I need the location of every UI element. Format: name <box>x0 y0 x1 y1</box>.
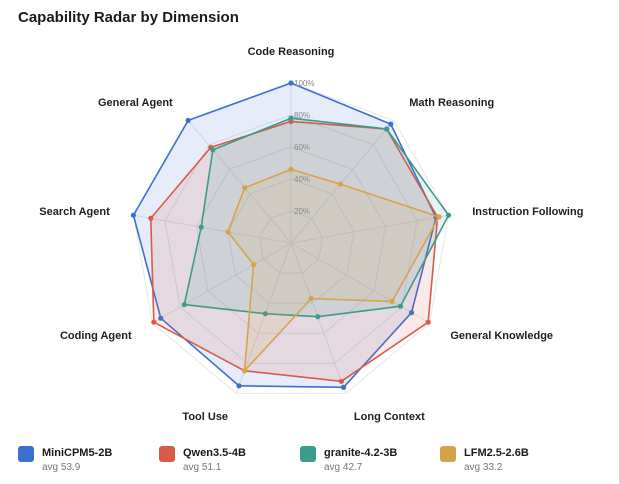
data-point <box>425 319 431 325</box>
grid-ring <box>164 114 418 364</box>
axis-label-search-agent: Search Agent <box>39 206 110 218</box>
data-point <box>210 147 216 153</box>
data-point <box>236 383 242 389</box>
axis-label-coding-agent: Coding Agent <box>60 330 132 342</box>
series-area <box>149 120 439 383</box>
legend-series-name: granite-4.2-3B <box>324 447 398 459</box>
data-point <box>338 378 344 384</box>
series-granite-4-2-3b <box>181 115 452 320</box>
radar-tick-labels: 20% 40% 60% 80% 100% <box>294 79 314 216</box>
grid-spoke <box>133 214 292 244</box>
data-point <box>315 314 321 320</box>
legend-series-name: LFM2.5-2.6B <box>464 447 529 459</box>
data-point <box>436 214 442 220</box>
legend: MiniCPM5-2B avg 53.9 Qwen3.5-4B avg 51.1… <box>18 445 608 477</box>
radar-series <box>130 80 452 390</box>
data-point <box>181 302 187 308</box>
legend-swatch <box>159 446 175 462</box>
grid-ring <box>227 178 355 304</box>
data-point <box>288 115 294 121</box>
tick-label: 80% <box>294 111 310 120</box>
grid-spoke <box>152 242 292 324</box>
legend-series-avg: avg 53.9 <box>42 462 81 473</box>
axis-label-long-context: Long Context <box>354 411 425 423</box>
data-point <box>389 298 395 304</box>
grid-spoke <box>187 120 292 244</box>
data-point <box>384 126 390 132</box>
legend-series-avg: avg 33.2 <box>464 462 503 473</box>
data-point <box>225 229 231 235</box>
data-point <box>288 80 294 86</box>
data-point <box>185 117 191 124</box>
tick-label: 100% <box>294 79 314 88</box>
axis-label-general-knowledge: General Knowledge <box>450 330 553 342</box>
series-area <box>227 168 440 372</box>
data-point <box>198 224 204 230</box>
legend-swatch <box>440 446 456 462</box>
legend-swatch <box>18 446 34 462</box>
grid-spoke <box>290 214 449 244</box>
chart-title: Capability Radar by Dimension <box>18 9 239 26</box>
data-point <box>250 262 257 268</box>
axis-label-math-reasoning: Math Reasoning <box>409 97 494 109</box>
series-area <box>183 117 450 318</box>
legend-series-name: Qwen3.5-4B <box>183 447 246 459</box>
data-point <box>408 310 415 316</box>
grid-spoke <box>290 120 395 244</box>
series-lfm2-5-2-6b <box>225 166 442 374</box>
legend-series-avg: avg 51.1 <box>183 462 222 473</box>
data-point <box>445 212 452 218</box>
data-point <box>148 215 154 221</box>
data-point <box>308 296 314 302</box>
data-point <box>337 181 343 187</box>
axis-label-general-agent: General Agent <box>98 97 173 109</box>
legend-swatch <box>300 446 316 462</box>
axis-label-code-reasoning: Code Reasoning <box>248 46 335 58</box>
data-point <box>130 212 137 218</box>
data-point <box>241 368 248 374</box>
data-point <box>151 319 157 325</box>
data-point <box>158 315 164 321</box>
legend-series-avg: avg 42.7 <box>324 462 363 473</box>
axis-label-tool-use: Tool Use <box>182 411 228 423</box>
grid-spoke <box>290 242 430 324</box>
data-point <box>262 311 268 317</box>
data-point <box>397 303 404 309</box>
radar-chart: 20% 40% 60% 80% 100% Code Reasoning Math Reas… <box>39 46 583 423</box>
grid-ring <box>258 210 324 274</box>
data-point <box>388 121 394 127</box>
tick-label: 40% <box>294 175 310 184</box>
tick-label: 20% <box>294 207 310 216</box>
axis-label-instruction-following: Instruction Following <box>472 206 583 218</box>
legend-series-name: MiniCPM5-2B <box>42 447 113 459</box>
data-point <box>288 166 294 172</box>
tick-label: 60% <box>294 143 310 152</box>
data-point <box>242 185 248 191</box>
radar-axis-labels: Code Reasoning Math Reasoning Instruction … <box>39 46 583 423</box>
data-point <box>340 384 347 390</box>
grid-ring <box>195 146 387 334</box>
